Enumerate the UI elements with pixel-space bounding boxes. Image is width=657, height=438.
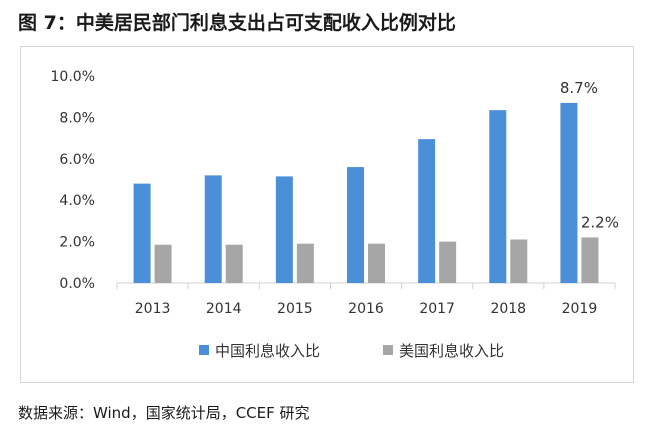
legend-label: 中国利息收入比	[215, 342, 320, 360]
chart-frame: 0.0% 2.0% 4.0% 6.0% 8.0% 10.0% 2013 2014 2015 201…	[20, 46, 634, 383]
us-bar	[581, 237, 599, 283]
bar-chart: 0.0% 2.0% 4.0% 6.0% 8.0% 10.0% 2013 2014 2015 201…	[51, 69, 619, 360]
china-bar	[489, 110, 507, 283]
x-tick-label: 2014	[206, 301, 242, 317]
y-tick-label: 2.0%	[59, 235, 95, 251]
x-tick-label: 2016	[348, 301, 384, 317]
us-bar	[439, 241, 457, 283]
china-bar	[418, 139, 436, 283]
source-note: 数据来源：Wind，国家统计局，CCEF 研究	[18, 404, 310, 422]
legend-swatch	[199, 345, 209, 355]
legend-label: 美国利息收入比	[399, 342, 504, 360]
us-bar	[154, 244, 172, 283]
y-tick-label: 6.0%	[59, 152, 95, 168]
data-label: 8.7%	[560, 79, 598, 97]
legend-swatch	[383, 345, 393, 355]
china-bar	[133, 183, 151, 283]
china-bar	[347, 167, 364, 283]
us-bar	[225, 244, 243, 283]
data-label: 2.2%	[581, 213, 619, 231]
us-bar	[368, 243, 385, 283]
y-tick-label: 0.0%	[59, 276, 95, 292]
x-tick-label: 2017	[419, 301, 455, 317]
us-bar	[296, 243, 314, 283]
chart-title: 图 7：中美居民部门利息支出占可支配收入比例对比	[18, 12, 456, 34]
china-bar	[204, 175, 222, 283]
y-tick-label: 10.0%	[51, 69, 95, 85]
x-tick-label: 2018	[490, 301, 526, 317]
y-tick-label: 8.0%	[59, 110, 95, 126]
y-tick-label: 4.0%	[59, 193, 95, 209]
china-bar	[560, 102, 578, 283]
us-bar	[510, 239, 528, 283]
x-tick-label: 2013	[135, 301, 171, 317]
x-tick-label: 2019	[562, 301, 598, 317]
x-tick-label: 2015	[277, 301, 313, 317]
china-bar	[275, 176, 293, 283]
